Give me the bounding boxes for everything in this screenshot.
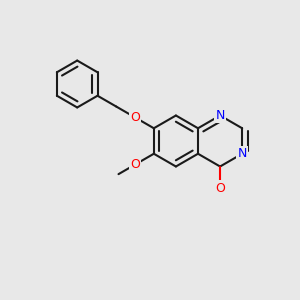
Text: O: O (130, 111, 140, 124)
Text: N: N (215, 109, 225, 122)
Text: O: O (130, 158, 140, 171)
Text: O: O (215, 182, 225, 195)
Text: N: N (238, 147, 247, 160)
